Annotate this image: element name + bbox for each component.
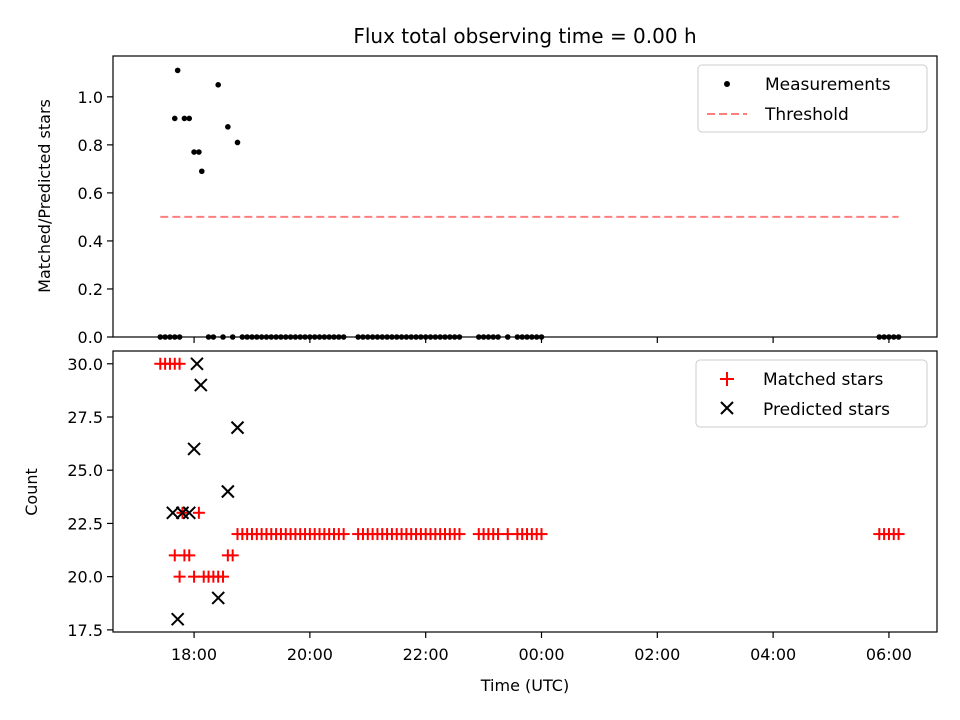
measurement-point (186, 115, 193, 122)
top-legend: Measurements Threshold (697, 64, 928, 133)
top-plot-frame (112, 55, 938, 338)
bottom-plot-frame (112, 350, 938, 633)
top-y-tick-label: 0.8 (78, 136, 103, 155)
legend-matched-label: Matched stars (763, 370, 883, 390)
bottom-panel: Count Time (UTC) 17.5 20.0 22.5 25.0 27.5 30.… (22, 350, 938, 695)
x-tick-label: 18:00 (171, 645, 217, 664)
bottom-y-tick-label: 22.5 (67, 514, 103, 533)
predicted-star-point (170, 612, 185, 626)
x-tick-label: 00:00 (518, 645, 564, 664)
top-y-tick-label: 0.6 (78, 184, 103, 203)
top-panel: Flux total observing time = 0.00 h Match… (35, 24, 938, 347)
x-tick-label: 06:00 (866, 645, 912, 664)
matched-star-point (183, 549, 196, 562)
matched-star-point (217, 570, 230, 583)
measurement-point (191, 149, 197, 155)
legend-predicted-label: Predicted stars (763, 400, 890, 420)
top-legend-box (697, 64, 928, 133)
legend-measurements-marker (724, 81, 730, 87)
bottom-y-tick-label: 30.0 (67, 355, 103, 374)
legend-predicted-marker (720, 401, 734, 415)
matched-star-points (154, 357, 905, 583)
legend-matched-marker (720, 372, 734, 386)
legend-measurements-label: Measurements (765, 75, 891, 95)
x-tick-label: 22:00 (403, 645, 449, 664)
top-y-tick-label: 0.0 (78, 328, 103, 347)
top-y-axis-label: Matched/Predicted stars (35, 99, 54, 293)
predicted-star-point (182, 506, 196, 520)
predicted-star-point (230, 420, 245, 435)
measurement-point (234, 139, 241, 146)
predicted-star-point (194, 378, 208, 392)
predicted-star-point (221, 484, 235, 499)
bottom-y-tick-label: 25.0 (67, 461, 103, 480)
bottom-y-tick-label: 17.5 (67, 621, 103, 640)
measurement-point (181, 115, 188, 122)
predicted-star-point (166, 506, 180, 520)
bottom-legend-box (695, 359, 928, 428)
measurement-point (174, 67, 181, 74)
legend-threshold-label: Threshold (764, 105, 849, 125)
predicted-star-point (211, 591, 225, 605)
predicted-star-point (190, 357, 204, 371)
x-tick-label: 02:00 (634, 645, 680, 664)
bottom-axis-ticks: 17.5 20.0 22.5 25.0 27.5 30.0 18:00 20:00 22:00 0… (67, 355, 912, 664)
top-axis-ticks: 0.0 0.2 0.4 0.6 0.8 1.0 (78, 88, 890, 347)
x-axis-label: Time (UTC) (480, 676, 569, 695)
measurement-point (198, 168, 205, 175)
bottom-y-tick-label: 27.5 (67, 408, 103, 427)
matched-star-point (173, 570, 186, 583)
bottom-y-axis-label: Count (22, 468, 41, 516)
bottom-legend: Matched stars Predicted stars (695, 359, 928, 428)
measurement-point (171, 115, 178, 122)
matched-star-point (453, 528, 466, 541)
top-y-tick-label: 0.4 (78, 232, 103, 251)
bottom-y-tick-label: 20.0 (67, 568, 103, 587)
matched-star-point (337, 528, 350, 541)
x-tick-label: 20:00 (287, 645, 333, 664)
matched-star-point (226, 549, 239, 562)
measurement-point (225, 124, 231, 130)
predicted-star-points (166, 357, 245, 626)
matched-star-point (535, 528, 548, 541)
predicted-star-point (187, 442, 201, 456)
top-y-tick-label: 0.2 (78, 280, 103, 299)
measurement-point (215, 82, 221, 88)
measurement-point (196, 149, 202, 155)
x-tick-label: 04:00 (750, 645, 796, 664)
top-y-tick-label: 1.0 (78, 88, 103, 107)
matched-star-point (173, 357, 186, 370)
matched-star-point (892, 528, 905, 541)
chart-title: Flux total observing time = 0.00 h (353, 24, 696, 48)
matched-star-point (192, 506, 205, 519)
